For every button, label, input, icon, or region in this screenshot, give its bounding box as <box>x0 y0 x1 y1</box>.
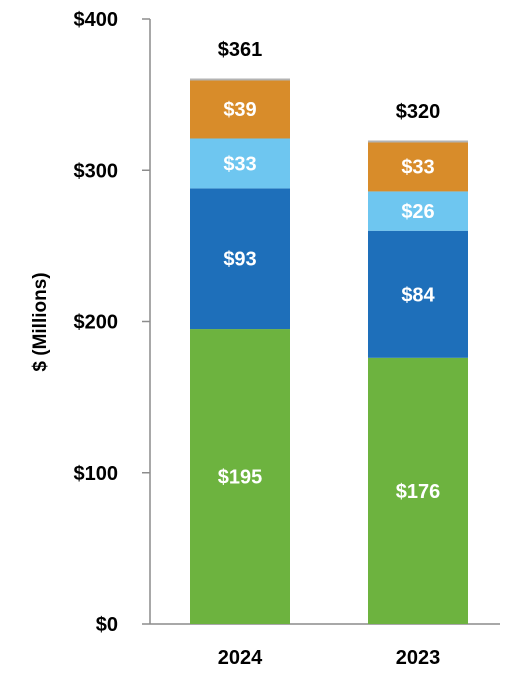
y-tick-label: $100 <box>74 463 119 485</box>
bar-segment <box>190 138 290 189</box>
y-tick-label: $400 <box>74 9 119 31</box>
y-tick-label: $300 <box>74 160 119 182</box>
bar-segment-label: $93 <box>223 249 256 271</box>
bar-segment-label: $176 <box>396 481 441 503</box>
bar-segment-label: $26 <box>401 201 434 223</box>
x-category-label: 2023 <box>396 647 441 669</box>
bar-segment <box>190 188 290 330</box>
x-category-label: 2024 <box>218 647 263 669</box>
bar-segment-label: $84 <box>401 284 435 306</box>
y-axis-title: $ (Millions) <box>30 272 51 371</box>
bar-segment-label: $33 <box>401 156 434 178</box>
bar-segment-label: $33 <box>223 153 256 175</box>
bar-segment-label: $39 <box>223 99 256 121</box>
bar-segment-label: $195 <box>218 467 263 489</box>
y-tick-label: $0 <box>96 614 118 636</box>
bar-segment <box>190 79 290 139</box>
bar-total-label: $320 <box>396 101 441 123</box>
bar-segment <box>368 357 468 624</box>
bar-segment <box>368 141 468 192</box>
bar-total-label: $361 <box>218 39 263 61</box>
bar-segment <box>368 230 468 358</box>
bar-segment <box>190 329 290 624</box>
bar-segment <box>368 191 468 231</box>
y-tick-label: $200 <box>74 312 119 334</box>
plot-area: $0 $100 $200 $300 $400 $195 $93 $33 $39 $361 2024 $… <box>74 9 500 669</box>
